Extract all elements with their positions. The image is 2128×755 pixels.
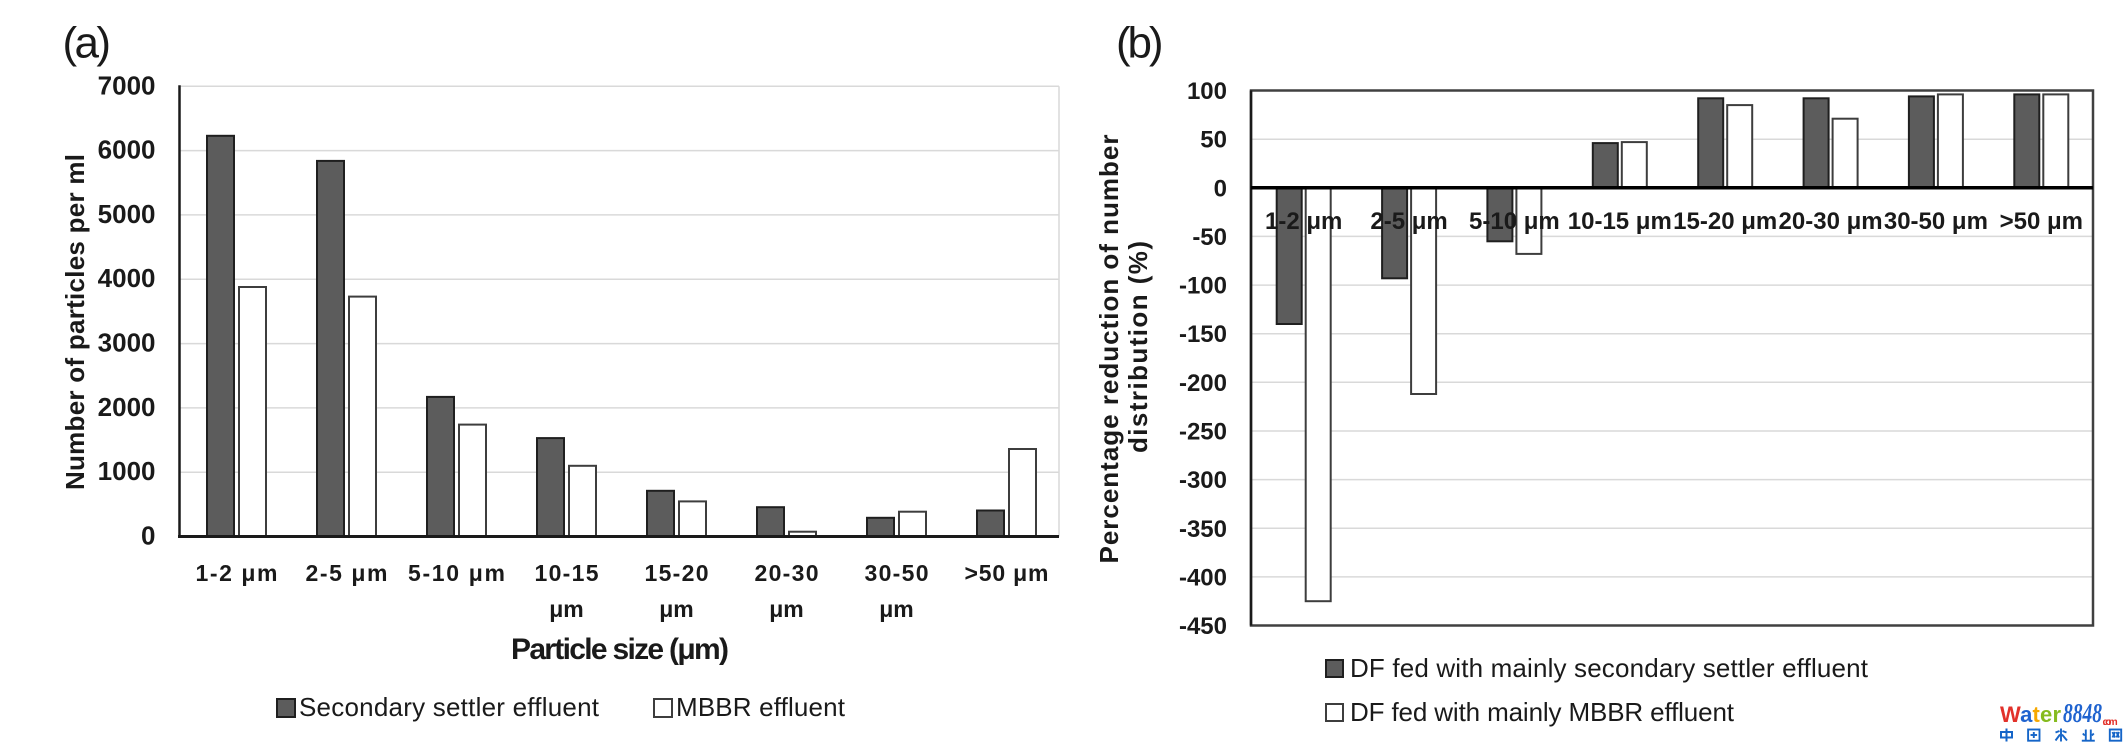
svg-text:30-50: 30-50 [865, 560, 929, 586]
svg-text:-400: -400 [1179, 564, 1227, 591]
svg-text:1-2 μm: 1-2 μm [196, 560, 278, 586]
svg-text:Secondary settler effluent: Secondary settler effluent [299, 692, 600, 722]
svg-text:(a): (a) [63, 19, 112, 68]
svg-text:μm: μm [769, 596, 804, 622]
svg-text:.com: .com [2103, 716, 2118, 728]
svg-text:distribution (%): distribution (%) [1123, 241, 1153, 453]
svg-text:7000: 7000 [98, 70, 156, 100]
svg-text:6000: 6000 [98, 135, 156, 165]
svg-text:3000: 3000 [98, 328, 156, 358]
svg-text:4000: 4000 [98, 263, 156, 293]
svg-text:(b): (b) [1116, 19, 1164, 68]
svg-text:30-50 μm: 30-50 μm [1884, 208, 1988, 235]
svg-text:Particle size (μm): Particle size (μm) [511, 633, 729, 666]
svg-text:5-10 μm: 5-10 μm [408, 560, 505, 586]
svg-text:Water: Water [2000, 702, 2061, 727]
svg-text:-250: -250 [1179, 419, 1227, 446]
svg-text:50: 50 [1200, 127, 1227, 154]
svg-text:15-20: 15-20 [645, 560, 709, 586]
svg-text:5-10 μm: 5-10 μm [1469, 208, 1560, 235]
svg-text:-100: -100 [1179, 273, 1227, 300]
svg-text:Number of particles per ml: Number of particles per ml [60, 154, 90, 490]
svg-text:1-2 μm: 1-2 μm [1265, 208, 1342, 235]
svg-text:DF fed with mainly secondary s: DF fed with mainly secondary settler eff… [1350, 653, 1869, 683]
svg-text:10-15: 10-15 [535, 560, 599, 586]
svg-text:DF fed with mainly MBBR efflue: DF fed with mainly MBBR effluent [1350, 697, 1735, 727]
svg-text:15-20 μm: 15-20 μm [1673, 208, 1777, 235]
svg-text:-150: -150 [1179, 321, 1227, 348]
svg-text:5000: 5000 [98, 199, 156, 229]
svg-text:0: 0 [141, 521, 155, 551]
svg-text:-200: -200 [1179, 370, 1227, 397]
svg-text:2-5 μm: 2-5 μm [306, 560, 388, 586]
svg-text:-450: -450 [1179, 613, 1227, 640]
svg-text:20-30 μm: 20-30 μm [1779, 208, 1883, 235]
svg-text:>50 μm: >50 μm [965, 560, 1049, 586]
svg-text:1000: 1000 [98, 456, 156, 486]
svg-text:-300: -300 [1179, 467, 1227, 494]
svg-text:-350: -350 [1179, 516, 1227, 543]
svg-text:100: 100 [1187, 78, 1227, 105]
svg-text:8848: 8848 [2063, 698, 2102, 728]
svg-text:μm: μm [549, 596, 584, 622]
svg-text:MBBR effluent: MBBR effluent [676, 692, 846, 722]
svg-text:-50: -50 [1192, 224, 1227, 251]
svg-text:Percentage reduction of number: Percentage reduction of number [1094, 135, 1124, 564]
svg-text:2000: 2000 [98, 392, 156, 422]
svg-text:μm: μm [879, 596, 914, 622]
svg-text:2-5 μm: 2-5 μm [1370, 208, 1447, 235]
svg-text:10-15 μm: 10-15 μm [1568, 208, 1672, 235]
svg-text:μm: μm [659, 596, 694, 622]
svg-text:20-30: 20-30 [755, 560, 819, 586]
svg-text:0: 0 [1214, 175, 1227, 202]
svg-text:>50 μm: >50 μm [2000, 208, 2083, 235]
